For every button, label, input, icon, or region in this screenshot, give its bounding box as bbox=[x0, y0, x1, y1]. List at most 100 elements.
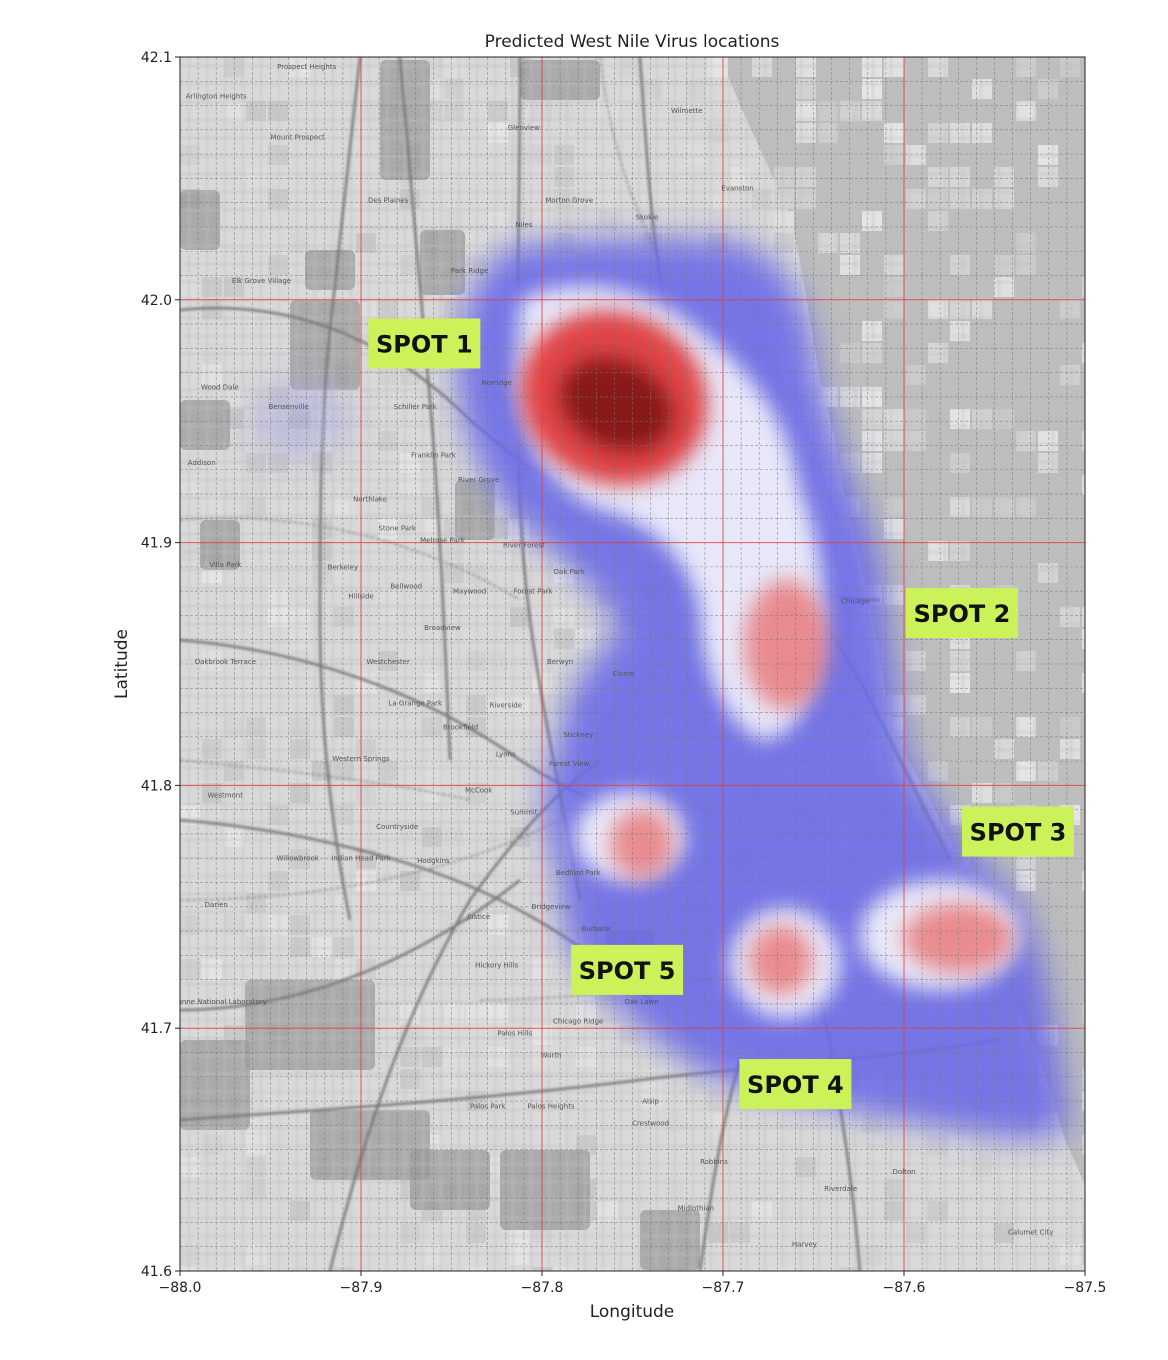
city-block bbox=[488, 981, 508, 1001]
city-block bbox=[972, 1135, 992, 1155]
city-block bbox=[378, 651, 398, 671]
city-block bbox=[334, 1267, 354, 1271]
place-label: Forest Park bbox=[514, 588, 554, 596]
city-block bbox=[818, 1267, 838, 1271]
city-block bbox=[444, 563, 464, 583]
city-block bbox=[862, 1113, 882, 1133]
highway bbox=[318, 57, 362, 921]
hotspot-core bbox=[609, 808, 674, 879]
hotspot-core bbox=[748, 925, 813, 996]
city-block bbox=[554, 629, 574, 649]
city-block bbox=[972, 497, 992, 517]
spot-label-background bbox=[368, 318, 481, 369]
city-block bbox=[334, 959, 354, 979]
city-block bbox=[884, 431, 904, 451]
city-block bbox=[1038, 563, 1058, 583]
city-block bbox=[334, 893, 354, 913]
city-block bbox=[334, 695, 354, 715]
spot-label-3: SPOT 3 bbox=[962, 806, 1075, 857]
city-block bbox=[972, 1157, 992, 1177]
place-label: Niles bbox=[515, 221, 532, 229]
city-block bbox=[1016, 255, 1036, 275]
place-label: Countryside bbox=[376, 823, 418, 831]
city-block bbox=[862, 343, 882, 363]
city-block bbox=[400, 1069, 420, 1089]
city-block bbox=[466, 255, 486, 275]
city-block bbox=[268, 189, 288, 209]
city-block bbox=[246, 497, 266, 517]
x-tick-label: −87.5 bbox=[1064, 1280, 1107, 1296]
city-block bbox=[554, 1267, 574, 1271]
place-label: Argonne National Laboratory bbox=[166, 998, 267, 1006]
city-block bbox=[554, 211, 574, 231]
city-block bbox=[290, 783, 310, 803]
city-block bbox=[180, 145, 200, 165]
city-block bbox=[290, 1267, 310, 1271]
city-block bbox=[884, 57, 904, 77]
city-block bbox=[1038, 79, 1058, 99]
place-label: Justice bbox=[466, 913, 490, 921]
plot-area: Evanston Chicago Wilmette Skokie Park Ridge D… bbox=[166, 57, 1085, 1271]
city-block bbox=[488, 651, 508, 671]
city-block bbox=[928, 167, 948, 187]
city-block bbox=[774, 233, 794, 253]
y-tick-label: 42.1 bbox=[141, 50, 172, 66]
place-label: Oak Lawn bbox=[624, 998, 658, 1006]
heat-faint-region bbox=[250, 380, 350, 460]
city-block bbox=[884, 145, 904, 165]
park-or-airport bbox=[180, 190, 220, 250]
city-block bbox=[378, 761, 398, 781]
x-tick-label: −87.8 bbox=[521, 1280, 564, 1296]
city-block bbox=[950, 497, 970, 517]
city-block bbox=[774, 211, 794, 231]
place-label: Harvey bbox=[792, 1241, 817, 1249]
city-block bbox=[180, 1157, 200, 1177]
city-block bbox=[752, 57, 772, 77]
place-label: Crestwood bbox=[632, 1119, 669, 1127]
city-block bbox=[928, 343, 948, 363]
highway bbox=[180, 879, 521, 1012]
y-tick-label: 41.7 bbox=[141, 1021, 172, 1037]
city-block bbox=[796, 57, 816, 77]
city-block bbox=[488, 211, 508, 231]
place-label: Oak Park bbox=[554, 568, 586, 576]
city-block bbox=[818, 233, 838, 253]
place-label: Willowbrook bbox=[276, 855, 319, 863]
city-block bbox=[466, 783, 486, 803]
place-label: Worth bbox=[541, 1051, 562, 1059]
place-label: Western Springs bbox=[332, 755, 390, 763]
place-label: Palos Heights bbox=[528, 1102, 575, 1110]
place-label: Hillside bbox=[348, 592, 373, 600]
place-label: Hickory Hills bbox=[475, 962, 518, 970]
city-block bbox=[444, 57, 464, 77]
city-block bbox=[422, 827, 442, 847]
place-label: River Forest bbox=[503, 541, 545, 549]
city-block bbox=[378, 585, 398, 605]
city-block bbox=[994, 255, 1014, 275]
city-block bbox=[334, 497, 354, 517]
city-block bbox=[268, 145, 288, 165]
place-label: Westchester bbox=[366, 658, 409, 666]
city-block bbox=[730, 167, 750, 187]
place-label: Westmont bbox=[208, 792, 244, 800]
city-block bbox=[906, 695, 926, 715]
place-label: Midlothian bbox=[678, 1204, 715, 1212]
place-label: Elk Grove Village bbox=[232, 277, 291, 285]
city-block bbox=[1038, 761, 1058, 781]
city-block bbox=[972, 409, 992, 429]
city-block bbox=[1082, 629, 1085, 649]
city-block bbox=[444, 101, 464, 121]
place-label: Lyons bbox=[496, 750, 516, 758]
place-label: Forest View bbox=[549, 760, 590, 768]
place-label: Bellwood bbox=[390, 583, 422, 591]
city-block bbox=[950, 409, 970, 429]
city-block bbox=[1016, 871, 1036, 891]
place-label: Melrose Park bbox=[420, 537, 466, 545]
park-or-airport bbox=[180, 400, 230, 450]
place-label: Wood Dale bbox=[201, 384, 239, 392]
highway bbox=[698, 1059, 742, 1271]
city-block bbox=[356, 101, 376, 121]
city-block bbox=[224, 761, 244, 781]
park-or-airport bbox=[640, 1210, 700, 1270]
city-block bbox=[268, 871, 288, 891]
